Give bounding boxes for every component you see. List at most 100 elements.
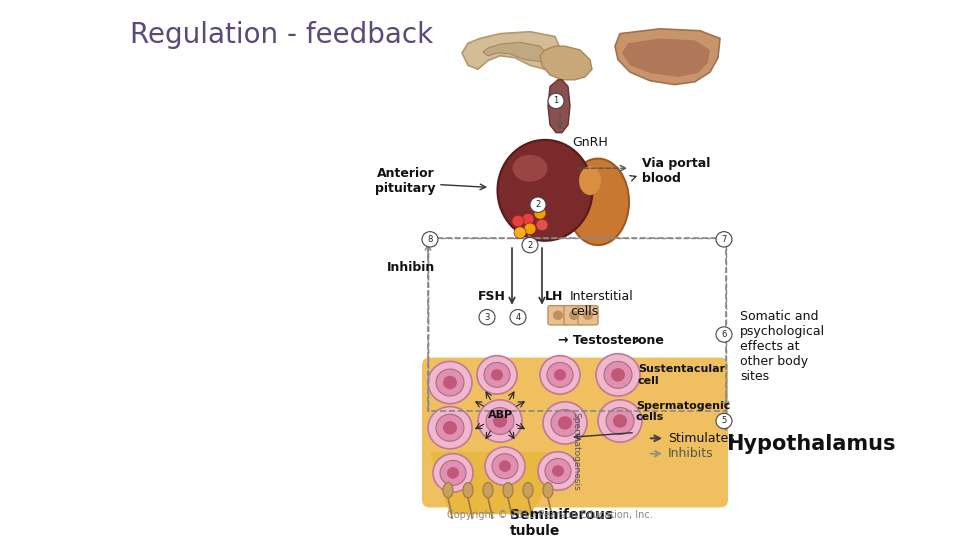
Polygon shape	[483, 42, 548, 62]
Ellipse shape	[483, 483, 493, 498]
Circle shape	[447, 467, 459, 478]
Text: 3: 3	[484, 313, 490, 322]
Text: Spermatogenic
cells: Spermatogenic cells	[636, 401, 731, 422]
FancyBboxPatch shape	[578, 306, 598, 325]
Circle shape	[604, 361, 632, 388]
Circle shape	[479, 309, 495, 325]
Circle shape	[443, 376, 457, 389]
Ellipse shape	[497, 140, 592, 241]
Circle shape	[436, 414, 464, 441]
Circle shape	[485, 447, 525, 485]
Ellipse shape	[543, 483, 553, 498]
Circle shape	[716, 327, 732, 342]
Circle shape	[510, 309, 526, 325]
Text: 2: 2	[527, 241, 533, 249]
Text: Hypothalamus: Hypothalamus	[727, 434, 896, 454]
Circle shape	[551, 409, 579, 436]
Circle shape	[554, 369, 566, 381]
Text: 8: 8	[427, 235, 433, 244]
Circle shape	[538, 452, 578, 490]
Polygon shape	[540, 46, 592, 80]
Ellipse shape	[513, 155, 547, 181]
Circle shape	[524, 223, 536, 234]
Circle shape	[540, 356, 580, 394]
Text: 5: 5	[721, 416, 727, 426]
Circle shape	[536, 219, 548, 231]
Circle shape	[606, 408, 634, 435]
Circle shape	[428, 407, 472, 449]
Polygon shape	[548, 80, 570, 133]
Ellipse shape	[579, 166, 601, 195]
Text: 1: 1	[553, 97, 559, 105]
Circle shape	[428, 361, 472, 404]
Circle shape	[522, 238, 538, 253]
Polygon shape	[615, 29, 720, 85]
Circle shape	[443, 421, 457, 435]
Text: Regulation - feedback: Regulation - feedback	[130, 21, 433, 49]
Text: Spermatogenesis: Spermatogenesis	[571, 413, 581, 491]
Circle shape	[484, 362, 510, 387]
Bar	[428, 238, 726, 411]
Text: Seminiferous
tubule: Seminiferous tubule	[510, 508, 613, 538]
Text: Somatic and
psychological
effects at
other body
sites: Somatic and psychological effects at oth…	[740, 309, 826, 382]
Circle shape	[553, 310, 563, 320]
Circle shape	[543, 402, 587, 444]
Circle shape	[611, 368, 625, 382]
Circle shape	[493, 414, 507, 428]
Polygon shape	[430, 452, 558, 514]
Circle shape	[534, 207, 546, 219]
Text: Copyright © 2010 Pearson Education, Inc.: Copyright © 2010 Pearson Education, Inc.	[447, 510, 653, 520]
Circle shape	[569, 310, 579, 320]
Text: Via portal
blood: Via portal blood	[642, 157, 710, 185]
Circle shape	[716, 232, 732, 247]
Circle shape	[512, 215, 524, 227]
Circle shape	[514, 227, 526, 238]
Polygon shape	[622, 38, 710, 77]
Ellipse shape	[443, 483, 453, 498]
Text: 2: 2	[536, 200, 540, 209]
Circle shape	[598, 400, 642, 442]
Circle shape	[530, 197, 546, 212]
FancyBboxPatch shape	[422, 357, 728, 508]
Text: ABP: ABP	[488, 410, 513, 420]
Circle shape	[716, 413, 732, 429]
Circle shape	[492, 454, 518, 478]
Circle shape	[552, 465, 564, 477]
Circle shape	[499, 461, 511, 472]
Ellipse shape	[463, 483, 473, 498]
Circle shape	[613, 414, 627, 428]
FancyBboxPatch shape	[564, 306, 584, 325]
Text: Sustentacular
cell: Sustentacular cell	[638, 364, 725, 386]
Ellipse shape	[567, 159, 629, 245]
Circle shape	[491, 369, 503, 381]
Circle shape	[547, 362, 573, 387]
Circle shape	[548, 93, 564, 109]
Circle shape	[486, 408, 514, 435]
Text: Inhibits: Inhibits	[668, 447, 713, 460]
Ellipse shape	[503, 483, 513, 498]
Text: Stimulates: Stimulates	[668, 432, 734, 445]
Text: LH: LH	[545, 289, 564, 302]
Circle shape	[433, 454, 473, 492]
Text: → Testosterone: → Testosterone	[558, 334, 664, 347]
Text: GnRH: GnRH	[572, 136, 608, 148]
Ellipse shape	[523, 483, 533, 498]
Text: Anterior
pituitary: Anterior pituitary	[374, 167, 435, 195]
Text: Interstitial
cells: Interstitial cells	[570, 290, 634, 318]
Text: 4: 4	[516, 313, 520, 322]
Circle shape	[422, 232, 438, 247]
Text: FSH: FSH	[478, 289, 506, 302]
Circle shape	[436, 369, 464, 396]
Text: 6: 6	[721, 330, 727, 339]
Text: 7: 7	[721, 235, 727, 244]
FancyBboxPatch shape	[548, 306, 568, 325]
Polygon shape	[462, 32, 560, 69]
Circle shape	[440, 461, 466, 485]
Circle shape	[545, 458, 571, 483]
Circle shape	[558, 416, 572, 430]
Circle shape	[522, 213, 534, 225]
Circle shape	[596, 354, 640, 396]
Text: Inhibin: Inhibin	[387, 261, 435, 274]
Circle shape	[583, 310, 593, 320]
Circle shape	[477, 356, 517, 394]
